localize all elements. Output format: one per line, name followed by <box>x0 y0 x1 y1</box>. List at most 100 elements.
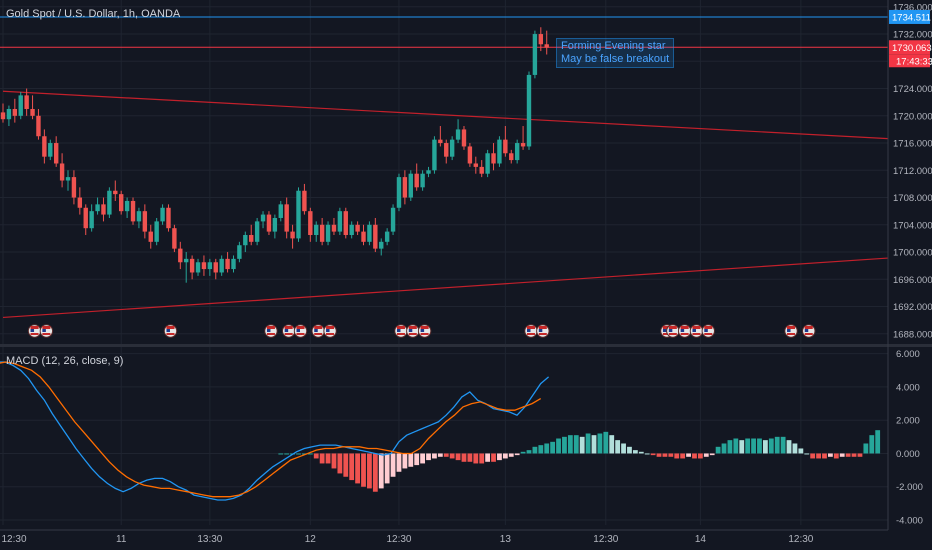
candle <box>18 91 23 120</box>
macd-histogram-bar <box>857 453 863 457</box>
macd-histogram-bar <box>367 453 372 489</box>
flag-stripe <box>787 326 796 329</box>
flag-stripe <box>526 333 535 335</box>
macd-histogram-bar <box>443 453 449 457</box>
candle-body <box>438 139 443 144</box>
candle-body <box>225 258 230 270</box>
candle <box>225 252 230 273</box>
macd-histogram-bar <box>278 453 284 455</box>
macd-histogram-bar <box>721 443 727 454</box>
macd-histogram-bar <box>828 453 833 457</box>
candle <box>355 221 360 236</box>
x-tick-label: 13:30 <box>197 534 222 545</box>
macd-histogram-bar <box>508 453 514 457</box>
candle <box>396 173 402 212</box>
macd-histogram-bar <box>615 440 621 454</box>
macd-histogram-bar <box>550 441 556 454</box>
flag-stripe <box>266 333 275 335</box>
chart-note[interactable]: Forming Evening star May be false breako… <box>556 38 675 68</box>
badge-label: 1734.511 <box>892 12 931 23</box>
candle-body <box>213 262 218 273</box>
price-tick-label: 1712.000 <box>893 166 932 177</box>
flag-canton <box>266 329 271 332</box>
candle <box>160 204 165 225</box>
candle-body <box>77 197 83 208</box>
flag-canton <box>804 329 809 332</box>
macd-histogram-bar <box>331 453 337 469</box>
macd-histogram-bar <box>662 453 668 457</box>
flag-stripe <box>266 326 275 329</box>
candle <box>503 126 508 157</box>
flag-stripe <box>326 326 335 329</box>
macd-title[interactable]: MACD (12, 26, close, 9) <box>6 355 124 367</box>
candle-body <box>0 112 6 120</box>
flag-canton <box>30 329 35 332</box>
candle-body <box>444 143 449 157</box>
candle <box>154 217 159 246</box>
candle <box>491 143 496 171</box>
flag-canton <box>42 329 46 332</box>
macd-histogram-bar <box>302 453 307 455</box>
candle-body <box>455 129 461 140</box>
flag-stripe <box>668 333 677 335</box>
pane-separator[interactable] <box>0 344 932 347</box>
flag-stripe <box>30 326 39 329</box>
candle-body <box>503 139 508 154</box>
flag-canton <box>420 329 425 332</box>
flag-canton <box>396 329 401 332</box>
macd-histogram-bar <box>532 446 538 454</box>
candle <box>231 255 236 273</box>
candle <box>48 139 53 161</box>
macd-histogram-bar <box>378 453 384 489</box>
macd-histogram-bar <box>792 443 798 454</box>
flag-canton <box>326 329 330 332</box>
macd-histogram-bar <box>845 453 851 457</box>
candle <box>302 183 307 215</box>
macd-histogram-bar <box>284 453 290 455</box>
macd-histogram-bar <box>833 453 839 459</box>
candle-body <box>243 235 248 246</box>
candle <box>0 103 6 123</box>
candle-body <box>48 143 53 157</box>
flag-stripe <box>296 326 305 329</box>
candle-body <box>532 34 538 75</box>
flag-stripe <box>668 326 677 329</box>
candle <box>189 255 195 280</box>
candle <box>83 204 88 236</box>
candle <box>526 71 532 150</box>
candle-body <box>89 211 94 229</box>
candle-body <box>449 139 455 157</box>
macd-tick-label: -4.000 <box>896 516 923 527</box>
macd-histogram-bar <box>449 453 455 459</box>
price-tick-label: 1716.000 <box>893 139 932 150</box>
candle <box>402 170 408 205</box>
candle <box>438 126 443 147</box>
candle <box>325 221 331 246</box>
trendlines[interactable] <box>2 90 889 319</box>
macd-histogram-bar <box>497 453 502 461</box>
macd-histogram-bar <box>349 453 355 481</box>
macd-histogram-bar <box>479 453 485 464</box>
candle <box>384 228 390 246</box>
macd-histogram-bar <box>485 453 491 462</box>
candle-body <box>526 74 532 147</box>
symbol-title[interactable]: Gold Spot / U.S. Dollar, 1h, OANDA <box>6 8 181 20</box>
economic-events[interactable] <box>27 324 816 338</box>
price-tick-label: 1688.000 <box>893 329 932 340</box>
candle-body <box>414 173 419 188</box>
macd-histogram-bar <box>337 453 343 474</box>
badge-label: 17:43:33 <box>896 56 932 67</box>
flag-canton <box>668 329 673 332</box>
macd-histogram-bar <box>674 453 680 459</box>
flag-canton <box>408 329 413 332</box>
flag-canton <box>704 329 708 332</box>
macd-histogram-bar <box>361 453 366 487</box>
macd-histogram-bar <box>739 440 745 454</box>
signal-line <box>0 361 542 498</box>
trendline <box>2 90 889 140</box>
macd-histogram-bar <box>579 436 585 454</box>
macd-histogram-bar <box>822 453 827 459</box>
candle <box>455 119 461 144</box>
